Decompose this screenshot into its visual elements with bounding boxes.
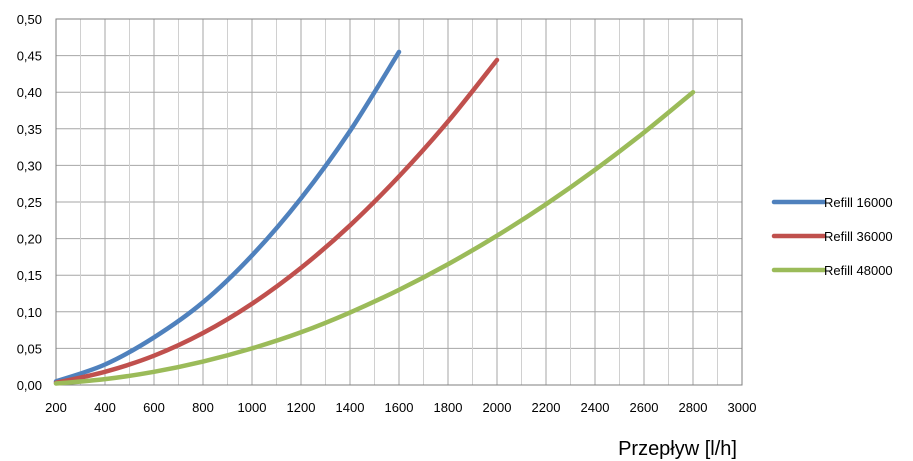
- legend-label: Refill 16000: [824, 195, 893, 210]
- y-tick-label: 0,30: [17, 158, 42, 173]
- y-tick-label: 0,05: [17, 341, 42, 356]
- plot-area-border: [55, 18, 743, 386]
- y-tick-label: 0,45: [17, 49, 42, 64]
- x-tick-label: 1400: [336, 400, 365, 415]
- x-tick-label: 800: [192, 400, 214, 415]
- x-tick-label: 2800: [679, 400, 708, 415]
- y-tick-label: 0,00: [17, 378, 42, 393]
- x-tick-label: 3000: [728, 400, 757, 415]
- y-tick-label: 0,50: [17, 12, 42, 27]
- x-tick-label: 2200: [532, 400, 561, 415]
- x-tick-label: 1600: [385, 400, 414, 415]
- y-axis-tick-labels: 0,00 0,05 0,10 0,15 0,20 0,25 0,30 0,35 0,40 0,45…: [17, 12, 42, 393]
- series-line-refill-48000: [53, 89, 696, 386]
- y-tick-label: 0,25: [17, 195, 42, 210]
- x-tick-label: 2400: [581, 400, 610, 415]
- x-tick-label: 200: [45, 400, 67, 415]
- x-tick-label: 2000: [483, 400, 512, 415]
- legend: Refill 16000 Refill 36000 Refill 48000: [771, 195, 893, 278]
- y-tick-label: 0,10: [17, 305, 42, 320]
- series-line-refill-36000: [53, 57, 500, 386]
- x-tick-label: 400: [94, 400, 116, 415]
- x-tick-label: 1200: [287, 400, 316, 415]
- y-tick-label: 0,40: [17, 85, 42, 100]
- legend-label: Refill 36000: [824, 229, 893, 244]
- y-tick-label: 0,35: [17, 122, 42, 137]
- x-axis-title: Przepływ [l/h]: [618, 438, 737, 460]
- x-tick-label: 2600: [630, 400, 659, 415]
- x-tick-label: 1800: [434, 400, 463, 415]
- series-line-refill-16000: [53, 49, 402, 384]
- x-axis-tick-labels: 200 400 600 800 1000 1200 1400 1600 1800 2000 2200…: [45, 400, 756, 415]
- series-lines: [53, 49, 696, 386]
- x-tick-label: 1000: [238, 400, 267, 415]
- x-tick-label: 600: [143, 400, 165, 415]
- y-tick-label: 0,15: [17, 268, 42, 283]
- legend-label: Refill 48000: [824, 263, 893, 278]
- y-tick-label: 0,20: [17, 232, 42, 247]
